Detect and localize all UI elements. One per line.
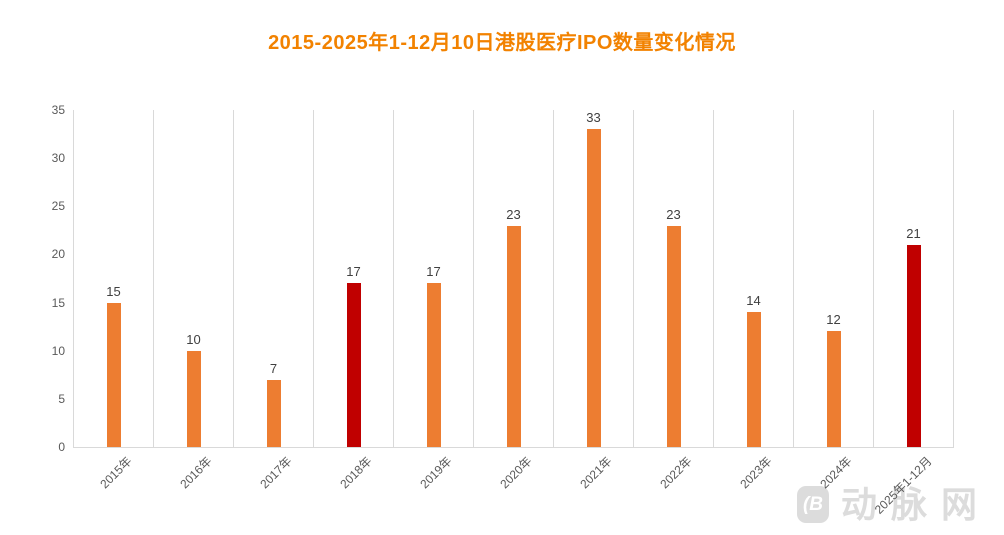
bar-2024年 <box>827 331 841 447</box>
bar-2025年1-12月 <box>907 244 921 447</box>
category-column: 23 <box>634 110 714 447</box>
bar-2015年 <box>107 302 121 447</box>
x-axis-tick-label: 2015年 <box>97 454 135 492</box>
bar-2019年 <box>427 283 441 447</box>
bar-2020年 <box>507 225 521 447</box>
bar-value-label: 23 <box>506 206 521 222</box>
y-axis-tick-label: 20 <box>51 247 65 262</box>
y-axis-tick-label: 30 <box>51 151 65 166</box>
y-axis-tick-label: 10 <box>51 343 65 358</box>
x-axis-tick-label: 2018年 <box>337 454 375 492</box>
bar-2021年 <box>587 129 601 447</box>
x-axis-tick-label: 2021年 <box>577 454 615 492</box>
bar-value-label: 17 <box>346 264 361 280</box>
bar-2017年 <box>267 379 281 447</box>
watermark-text: 动脉网 <box>841 484 992 525</box>
bar-value-label: 33 <box>586 110 601 126</box>
x-axis-tick-label: 2022年 <box>657 454 695 492</box>
y-axis-tick-label: 35 <box>51 103 65 117</box>
bar-value-label: 21 <box>906 225 921 241</box>
category-column: 15 <box>74 110 154 447</box>
chart-title: 2015-2025年1-12月10日港股医疗IPO数量变化情况 <box>268 32 736 54</box>
watermark: (B 动脉网 <box>797 486 991 523</box>
bar-value-label: 7 <box>269 360 278 376</box>
x-axis-tick-label: 2019年 <box>417 454 455 492</box>
bar-2016年 <box>187 350 201 447</box>
watermark-logo-icon: (B <box>797 486 829 523</box>
plot-area: 15 10 7 17 17 23 33 23 14 12 21 <box>73 110 954 448</box>
y-axis-tick-label: 0 <box>58 440 65 454</box>
x-axis-tick-label: 2017年 <box>257 454 295 492</box>
category-column: 17 <box>314 110 394 447</box>
x-axis-tick-label: 2023年 <box>737 454 775 492</box>
bar-value-label: 14 <box>746 293 761 309</box>
x-axis-tick-label: 2016年 <box>177 454 215 492</box>
bar-2023年 <box>747 312 761 447</box>
bar-value-label: 12 <box>826 312 841 328</box>
category-column: 12 <box>794 110 874 447</box>
category-column: 17 <box>394 110 474 447</box>
category-column: 14 <box>714 110 794 447</box>
category-column: 10 <box>154 110 234 447</box>
y-axis-tick-label: 15 <box>51 295 65 310</box>
y-axis-tick-label: 25 <box>51 199 65 214</box>
category-column: 33 <box>554 110 634 447</box>
bar-value-label: 10 <box>186 331 201 347</box>
bar-value-label: 23 <box>666 206 681 222</box>
bar-2018年 <box>347 283 361 447</box>
bar-value-label: 15 <box>106 283 121 299</box>
x-axis-tick-label: 2020年 <box>497 454 535 492</box>
bar-2022年 <box>667 225 681 447</box>
category-column: 7 <box>234 110 314 447</box>
y-axis-tick-label: 5 <box>58 391 65 406</box>
category-column: 23 <box>474 110 554 447</box>
category-column: 21 <box>874 110 954 447</box>
bar-value-label: 17 <box>426 264 441 280</box>
